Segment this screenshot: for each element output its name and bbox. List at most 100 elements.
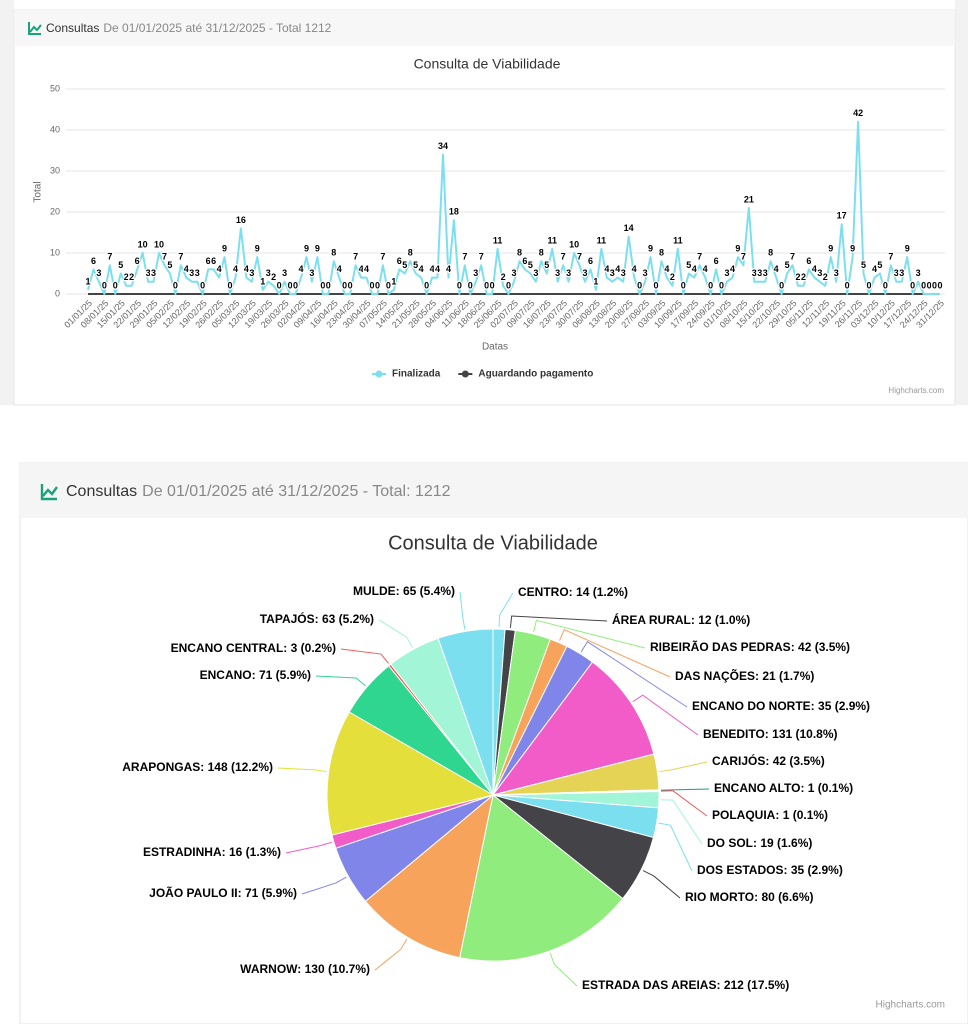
data-label: 7 — [162, 252, 167, 262]
data-label: 0 — [277, 280, 282, 290]
data-label: DOS ESTADOS: 35 (2.9%) — [697, 863, 843, 877]
data-label: 4 — [435, 264, 440, 274]
data-label: 7 — [561, 252, 566, 262]
data-label: 9 — [828, 243, 833, 253]
data-label: 0 — [342, 280, 347, 290]
data-label: 9 — [315, 243, 320, 253]
panel-title: Consultas De 01/01/2025 até 31/12/2025 - … — [66, 483, 451, 500]
credits: Highcharts.com — [876, 1000, 945, 1011]
data-label: 0 — [490, 280, 495, 290]
data-label: 7 — [107, 252, 112, 262]
slice-name: WARNOW — [240, 962, 298, 976]
data-label: 4 — [184, 264, 189, 274]
slice-separator: : — [222, 845, 229, 859]
data-label: 3 — [511, 268, 516, 278]
data-label: 3 — [724, 268, 729, 278]
data-label: ENCANO: 71 (5.9%) — [200, 668, 311, 682]
data-label: 0 — [883, 280, 888, 290]
data-label: 3 — [610, 268, 615, 278]
slice-name: DOS ESTADOS — [697, 863, 783, 877]
data-label: 7 — [697, 252, 702, 262]
slice-value: 35 (2.9%) — [791, 863, 843, 877]
connector — [659, 761, 708, 773]
slice-separator: : — [252, 668, 259, 682]
data-label: 0 — [348, 280, 353, 290]
data-label: 2 — [124, 272, 129, 282]
data-label: 4 — [337, 264, 342, 274]
data-label: 11 — [493, 235, 503, 245]
data-label: WARNOW: 130 (10.7%) — [240, 962, 370, 976]
slice-value: 42 (3.5%) — [798, 640, 850, 654]
data-label: 0 — [424, 280, 429, 290]
legend-item[interactable]: Finalizada — [372, 369, 441, 380]
y-tick-label: 30 — [50, 165, 60, 175]
data-label: 4 — [233, 264, 238, 274]
data-label: 7 — [577, 252, 582, 262]
data-label: 9 — [735, 243, 740, 253]
data-label: 1 — [593, 276, 598, 286]
slice-separator: : — [753, 836, 760, 850]
chart-title: Consulta de Viabilidade — [414, 56, 561, 72]
data-label: 5 — [877, 260, 882, 270]
data-label: 1 — [260, 276, 265, 286]
data-label: 4 — [703, 264, 708, 274]
data-label: 4 — [615, 264, 620, 274]
pie-slice — [364, 793, 494, 959]
y-tick-label: 50 — [50, 83, 60, 93]
connector — [642, 870, 681, 899]
data-label: 5 — [118, 260, 123, 270]
data-label: CENTRO: 14 (1.2%) — [518, 585, 628, 599]
slice-separator: : — [765, 727, 772, 741]
panel — [13, 9, 956, 406]
slice-name: JOÃO PAULO II — [149, 885, 237, 900]
data-label: 4 — [298, 264, 303, 274]
data-label: ÁREA RURAL: 12 (1.0%) — [612, 612, 750, 627]
data-label: 10 — [154, 239, 164, 249]
side-strip — [0, 0, 14, 405]
slice-separator: : — [396, 584, 403, 598]
connector — [632, 694, 699, 736]
data-label: 3 — [189, 268, 194, 278]
panel-title: Consultas De 01/01/2025 até 31/12/2025 - … — [46, 21, 332, 35]
slice-separator: : — [800, 781, 807, 795]
data-label: 5 — [402, 260, 407, 270]
connector — [459, 591, 466, 630]
data-label: BENEDITO: 131 (10.8%) — [703, 727, 838, 741]
data-label: 0 — [369, 280, 374, 290]
slice-name: DO SOL — [707, 836, 753, 850]
data-label: 11 — [597, 235, 607, 245]
data-label: 0 — [681, 280, 686, 290]
data-label: 0 — [845, 280, 850, 290]
slice-name: ÁREA RURAL — [612, 612, 691, 627]
slice-name: CARIJÓS — [712, 753, 765, 768]
data-label: 0 — [708, 280, 713, 290]
data-label: 7 — [479, 252, 484, 262]
data-label: 0 — [468, 280, 473, 290]
data-label: 2 — [129, 272, 134, 282]
data-label: 4 — [730, 264, 735, 274]
data-label: 1 — [391, 276, 396, 286]
data-label: CARIJÓS: 42 (3.5%) — [712, 753, 825, 768]
chart-icon — [28, 22, 42, 35]
data-label: 0 — [779, 280, 784, 290]
pie-slice — [491, 661, 655, 796]
data-label: 4 — [604, 264, 609, 274]
data-label: 0 — [910, 280, 915, 290]
series-line — [87, 120, 940, 295]
legend-item[interactable]: Aguardando pagamento — [458, 369, 593, 380]
connector — [509, 615, 608, 628]
slice-name: TAPAJÓS — [260, 611, 315, 626]
panel-header — [20, 463, 968, 518]
data-label: 0 — [719, 280, 724, 290]
connector — [378, 619, 413, 648]
data-label: 0 — [932, 280, 937, 290]
panel-title-text: Consultas — [46, 21, 99, 35]
chart-icon — [40, 484, 58, 501]
data-label: 5 — [167, 260, 172, 270]
slice-value: 14 (1.2%) — [576, 585, 628, 599]
data-label: 0 — [113, 280, 118, 290]
data-label: ENCANO ALTO: 1 (0.1%) — [714, 781, 853, 795]
panel-header — [14, 10, 955, 46]
